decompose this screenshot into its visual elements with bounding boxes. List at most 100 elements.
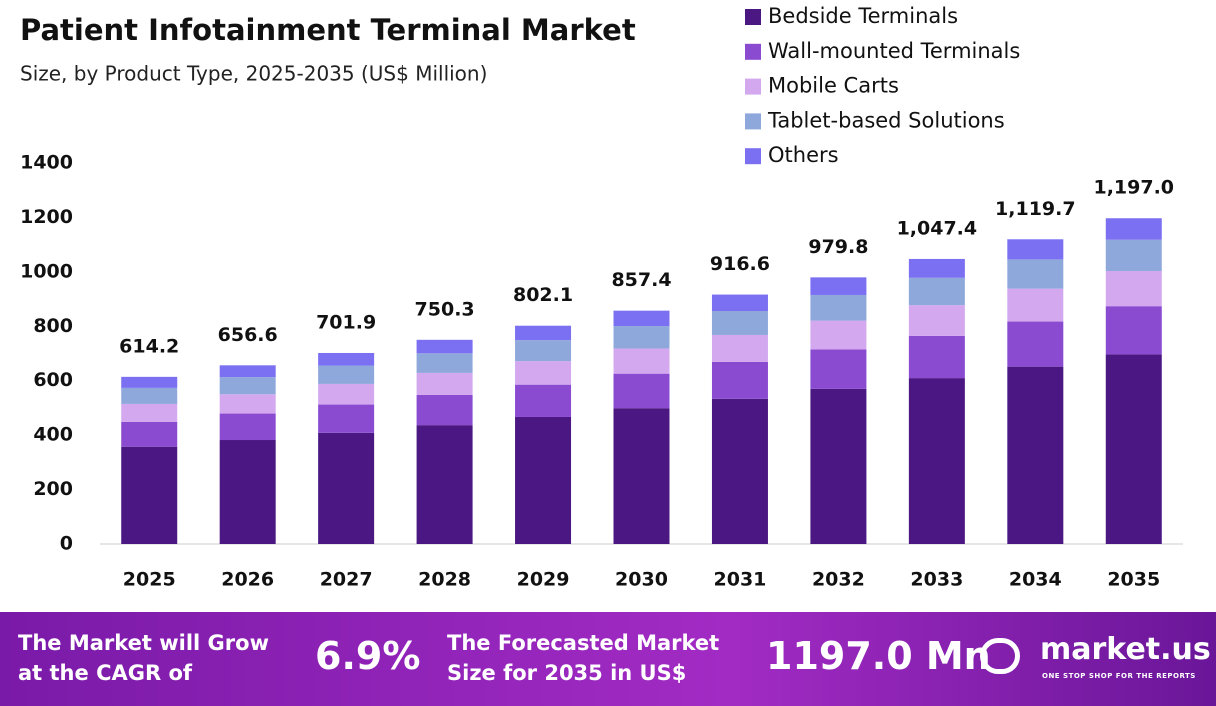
x-tick-label: 2026 (221, 569, 274, 591)
legend-label: Others (768, 143, 839, 167)
bar-segment (219, 394, 276, 414)
total-label: 656.6 (218, 324, 278, 346)
x-tick-label: 2033 (910, 569, 963, 591)
bar-segment (613, 373, 670, 409)
bar-segment (318, 404, 375, 433)
bar-segment (810, 277, 867, 295)
bar-segment (318, 432, 375, 544)
bar-segment (1105, 270, 1162, 307)
brand-logo (980, 638, 1020, 674)
bar-segment (219, 377, 276, 395)
bar-segment (416, 353, 473, 373)
footer-banner: The Market will Grow at the CAGR of 6.9%… (0, 612, 1216, 706)
bar-segment (711, 361, 768, 399)
x-tick-label: 2032 (812, 569, 865, 591)
x-tick-label: 2031 (714, 569, 767, 591)
total-label: 701.9 (316, 311, 376, 333)
bar-segment (219, 440, 276, 544)
chart: Patient Infotainment Terminal Market Siz… (20, 4, 1183, 591)
x-tick-label: 2035 (1107, 569, 1160, 591)
bar-segment (1007, 288, 1064, 322)
y-tick-label: 800 (33, 315, 73, 337)
bar-segment (1105, 239, 1162, 271)
bar-segment (711, 294, 768, 311)
bar-segment (1105, 306, 1162, 355)
bar-segment (711, 310, 768, 335)
bar-segment (416, 372, 473, 395)
bar-segment (1007, 321, 1064, 367)
x-tick-label: 2025 (123, 569, 176, 591)
bar-segment (515, 384, 572, 417)
bar-segment (810, 294, 867, 321)
brand-tagline: ONE STOP SHOP FOR THE REPORTS (1042, 672, 1196, 680)
total-label: 750.3 (415, 298, 475, 320)
x-tick-label: 2034 (1009, 569, 1062, 591)
forecast-value: 1197.0 Mn (766, 634, 991, 678)
total-label: 802.1 (513, 284, 573, 306)
chart-subtitle: Size, by Product Type, 2025-2035 (US$ Mi… (20, 62, 487, 86)
legend-label: Mobile Carts (768, 74, 899, 98)
bar-segment (318, 352, 375, 366)
total-label: 614.2 (119, 335, 179, 357)
bar-segment (711, 334, 768, 362)
total-label: 1,047.4 (897, 217, 978, 239)
bar-segment (908, 305, 965, 336)
bar-segment (318, 383, 375, 405)
bar-segment (810, 320, 867, 350)
bar-segment (613, 326, 670, 349)
bar-segment (416, 425, 473, 544)
forecast-text: The Forecasted Market Size for 2035 in U… (447, 631, 720, 685)
legend-label: Tablet-based Solutions (767, 108, 1005, 132)
bar-segment (908, 258, 965, 278)
bar-segment (219, 365, 276, 378)
y-tick-label: 0 (60, 533, 73, 555)
bar-segment (515, 325, 572, 341)
x-tick-label: 2028 (418, 569, 471, 591)
bar-segment (613, 408, 670, 544)
legend-label: Bedside Terminals (768, 4, 958, 28)
bar-segment (121, 387, 178, 404)
bar-segment (416, 394, 473, 426)
total-label: 916.6 (710, 253, 770, 275)
bar-segment (613, 348, 670, 374)
bar-segment (121, 403, 178, 422)
bar-segment (219, 413, 276, 441)
bar-segment (613, 310, 670, 327)
cagr-value: 6.9% (315, 634, 421, 678)
x-tick-label: 2030 (615, 569, 668, 591)
bar-segment (810, 388, 867, 544)
bar-segment (416, 339, 473, 354)
x-tick-label: 2027 (320, 569, 373, 591)
legend-swatch (745, 148, 761, 165)
bar-segment (810, 349, 867, 389)
legend-swatch (745, 78, 761, 95)
bar-segment (1105, 354, 1162, 544)
y-tick-label: 600 (33, 369, 73, 391)
legend-swatch (745, 9, 761, 25)
total-label: 1,197.0 (1093, 177, 1174, 199)
bar-segment (515, 416, 572, 544)
bar-segment (711, 398, 768, 544)
y-tick-label: 1200 (20, 206, 73, 228)
cagr-text: The Market will Grow at the CAGR of (18, 631, 269, 685)
legend-swatch (745, 43, 761, 60)
bar-segment (318, 365, 375, 384)
total-label: 979.8 (808, 236, 868, 258)
bar-segment (515, 361, 572, 385)
y-tick-label: 200 (33, 478, 73, 500)
bar-segment (515, 340, 572, 362)
y-tick-label: 1000 (20, 260, 73, 282)
bar-segment (121, 421, 178, 447)
total-label: 857.4 (611, 269, 671, 291)
bar-segment (908, 335, 965, 379)
legend-label: Wall-mounted Terminals (768, 39, 1020, 63)
bar-segment (908, 277, 965, 306)
x-tick-label: 2029 (517, 569, 570, 591)
bar-segment (1007, 239, 1064, 260)
y-tick-label: 400 (33, 424, 73, 446)
bar-segment (1007, 259, 1064, 289)
total-label: 1,119.7 (995, 198, 1076, 220)
bar-segment (1007, 366, 1064, 544)
bar-segment (908, 378, 965, 544)
